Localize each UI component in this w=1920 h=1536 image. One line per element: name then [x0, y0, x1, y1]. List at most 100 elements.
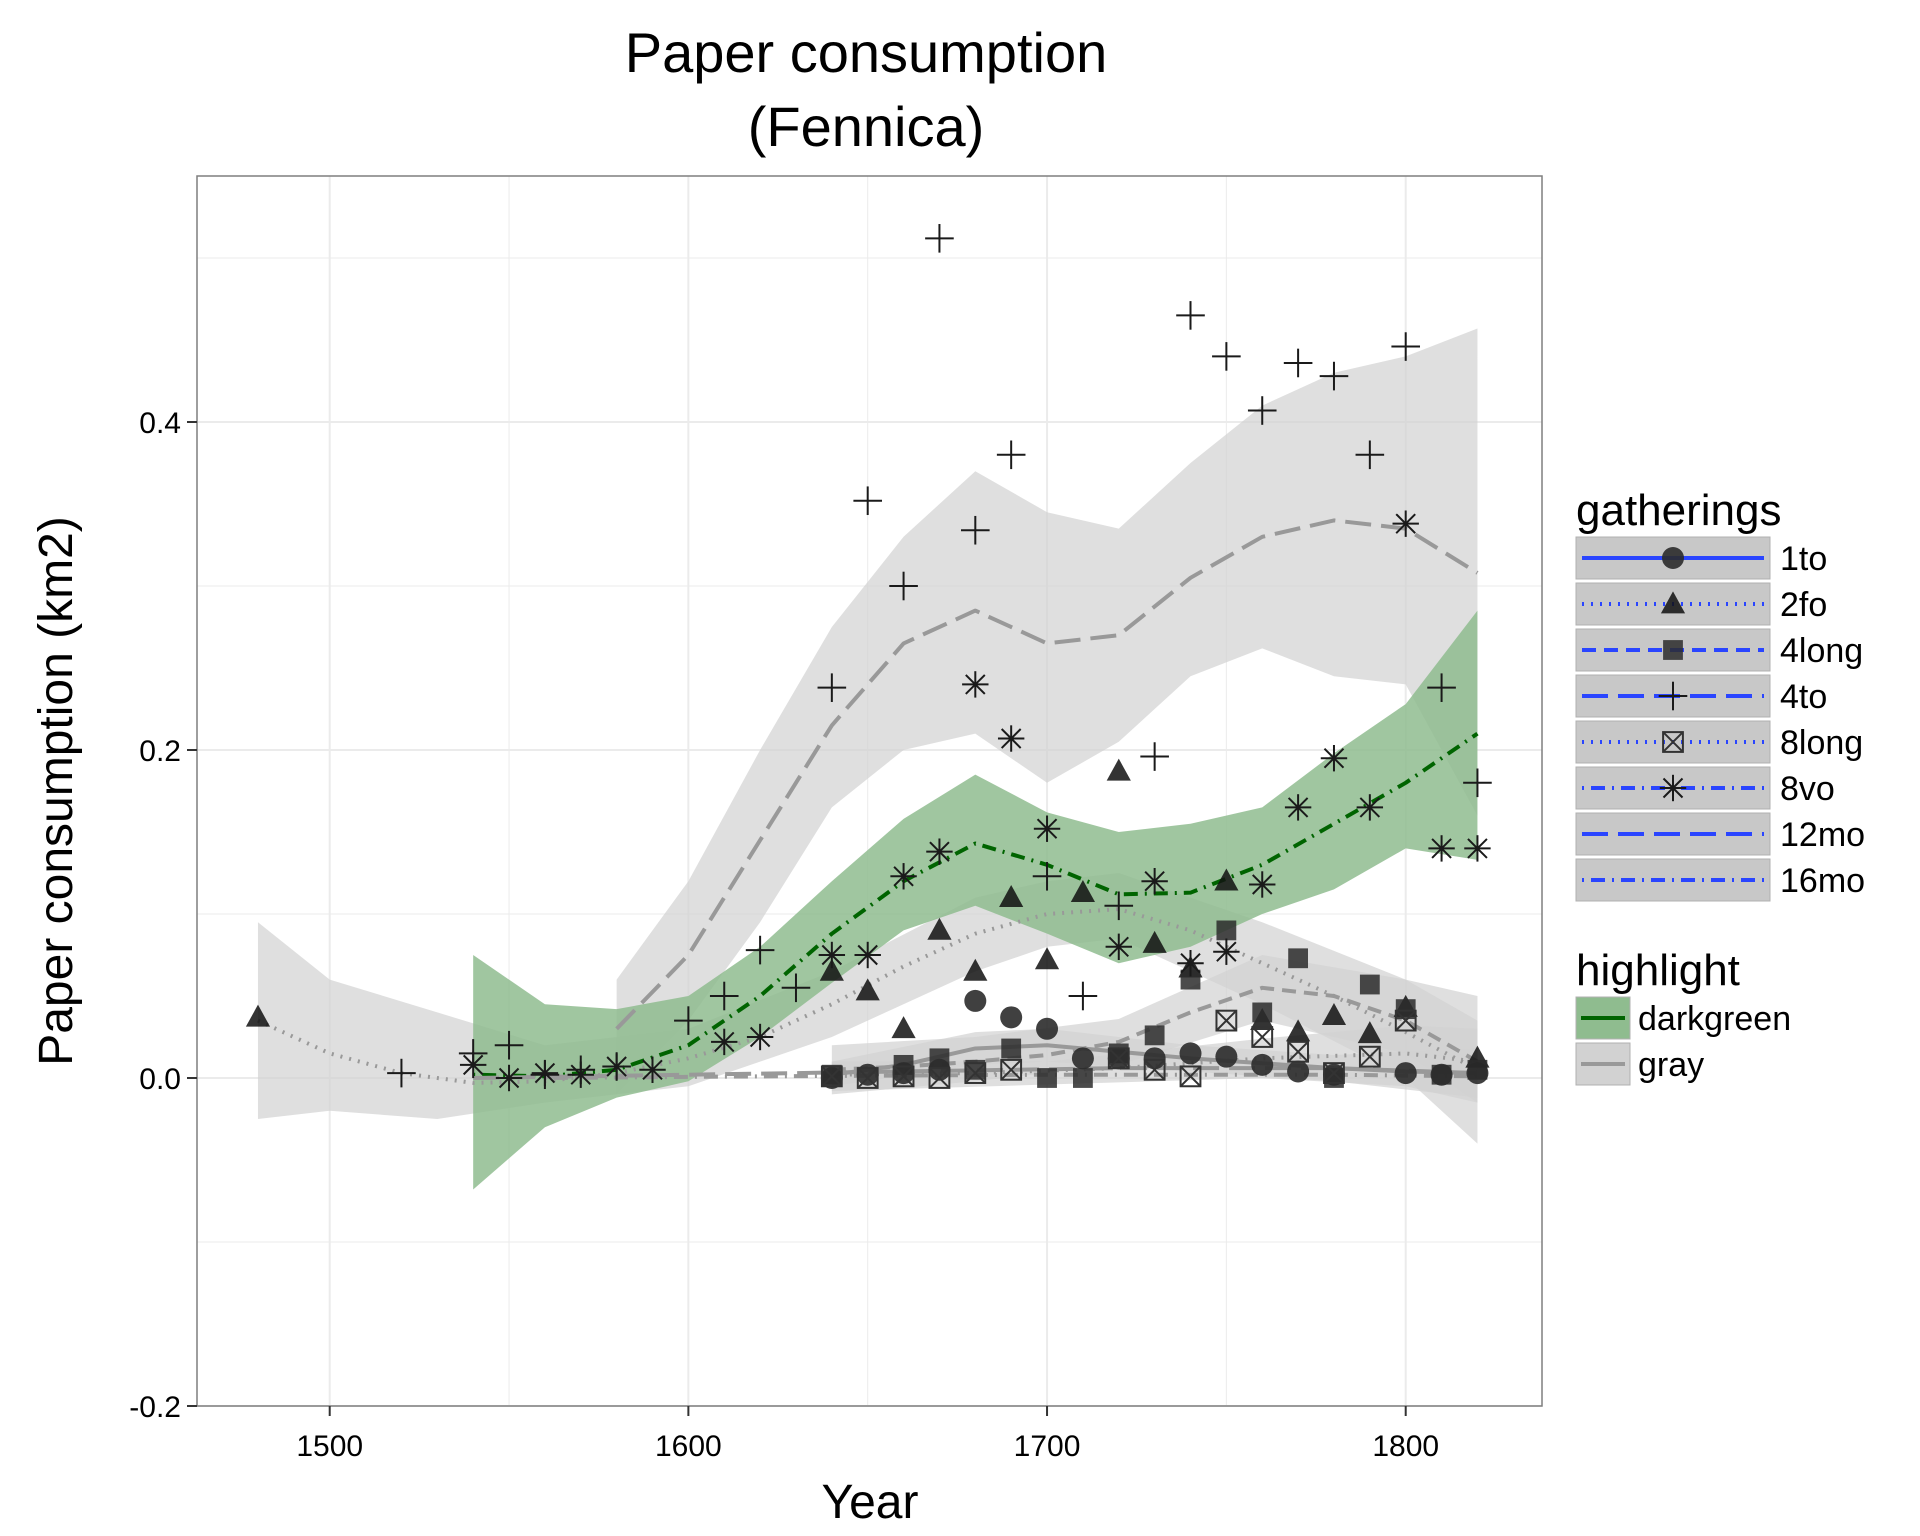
legend-item-16mo: 16mo [1575, 858, 1865, 902]
point-8long [1358, 1045, 1381, 1068]
point-1to [1394, 1062, 1417, 1085]
point-1to [1036, 1017, 1059, 1040]
point-1to [856, 1063, 879, 1086]
legend-item-2fo: 2fo [1575, 582, 1827, 626]
point-4to [1032, 861, 1062, 891]
ribbon-4to [616, 328, 1478, 1095]
y-tick-label: 0.4 [139, 407, 181, 440]
smooth-line-8vo [473, 731, 1479, 1079]
point-4to [817, 673, 847, 702]
point-1to [1287, 1060, 1310, 1083]
point-4to [387, 1058, 416, 1088]
point-8vo [746, 1023, 774, 1051]
point-2fo [891, 1016, 916, 1039]
legend-gatherings: gatherings 1to 2fo 4long 4to 8long 8vo 12mo 16m… [1575, 486, 1865, 902]
legend-label-16mo: 16mo [1780, 862, 1865, 900]
point-4to [1212, 342, 1241, 371]
point-4to [1355, 440, 1385, 470]
point-4to [709, 981, 739, 1011]
point-4to [925, 224, 954, 253]
point-4long [893, 1054, 914, 1075]
point-8long [964, 1062, 987, 1084]
point-4long [1001, 1038, 1022, 1059]
point-8long [928, 1067, 951, 1089]
point-1to [1215, 1045, 1238, 1068]
point-1to [1251, 1053, 1274, 1076]
x-axis-title: Year [822, 1476, 919, 1529]
point-4to [1319, 361, 1349, 391]
legend-key-shape [1660, 591, 1686, 614]
legend-key-shape [1662, 731, 1684, 753]
smooth-line-12mo [473, 1066, 1478, 1080]
point-4long [1144, 1025, 1165, 1046]
point-8long [1394, 1009, 1417, 1032]
y-tick-label: 0.0 [139, 1063, 181, 1096]
point-4to [674, 1006, 703, 1035]
point-4to [745, 935, 775, 965]
point-8vo [531, 1059, 559, 1087]
point-4to [1140, 742, 1169, 771]
data-points [245, 224, 1492, 1092]
legend-item-8long: 8long [1575, 720, 1863, 764]
point-2fo [1357, 1021, 1382, 1044]
point-8vo [1428, 835, 1455, 862]
legend-label-2fo: 2fo [1780, 586, 1827, 624]
point-4long [1073, 1068, 1093, 1088]
point-8vo [1249, 871, 1276, 898]
point-4to [781, 973, 811, 1003]
legend-highlight: highlight darkgreen gray [1575, 946, 1791, 1086]
legend-title-gatherings: gatherings [1576, 486, 1781, 535]
chart-title-line-1: Paper consumption [625, 21, 1108, 84]
point-8vo [603, 1053, 630, 1080]
legend-key-bg [1575, 720, 1771, 764]
point-8long [1287, 1040, 1310, 1063]
legend-item-4to: 4to [1575, 674, 1827, 718]
point-8vo [926, 838, 953, 865]
x-tick-label: 1500 [296, 1430, 363, 1463]
legend-item-gray: gray [1575, 1042, 1704, 1086]
point-8long [856, 1067, 879, 1089]
point-2fo [1034, 947, 1060, 970]
y-tick-label: 0.2 [139, 735, 181, 768]
point-4long [1431, 1064, 1452, 1085]
point-4to [853, 486, 883, 516]
point-8vo [1464, 835, 1491, 862]
point-8vo [1105, 933, 1132, 960]
point-8vo [1392, 510, 1419, 537]
point-8long [1251, 1026, 1274, 1048]
y-tick-label: -0.2 [129, 1391, 181, 1424]
point-8vo [854, 941, 881, 969]
point-8vo [1213, 938, 1240, 965]
legend-key-shape [1659, 774, 1687, 802]
point-4to [1176, 301, 1205, 330]
point-8vo [962, 671, 989, 698]
point-1to [1179, 1042, 1202, 1065]
point-8long [1323, 1062, 1345, 1084]
point-4to [996, 440, 1026, 470]
legend-item-darkgreen: darkgreen [1575, 996, 1791, 1040]
legend-label-4to: 4to [1780, 678, 1827, 716]
smooth-line-4long [831, 985, 1479, 1072]
point-2fo [999, 884, 1024, 907]
point-8vo [639, 1056, 666, 1083]
plot-panel-border [196, 175, 1543, 1407]
x-tick-label: 1600 [655, 1430, 722, 1463]
point-4to [1247, 396, 1277, 425]
x-tick-label: 1800 [1372, 1430, 1439, 1463]
legend-key-shape [1658, 681, 1688, 711]
point-4long [1288, 948, 1309, 969]
point-4long [821, 1064, 842, 1085]
point-2fo [1070, 880, 1096, 903]
legend-key-shape [1662, 547, 1684, 569]
point-4to [961, 515, 990, 545]
point-4to [1391, 332, 1421, 361]
point-8vo [1284, 794, 1312, 821]
point-8vo [1320, 745, 1348, 772]
legend-key-shape [1663, 640, 1683, 660]
point-8long [820, 1065, 843, 1088]
point-8vo [459, 1051, 487, 1079]
point-2fo [855, 978, 880, 1001]
point-4to [1104, 891, 1134, 921]
point-8long [1107, 1047, 1130, 1070]
point-4long [965, 1059, 986, 1080]
